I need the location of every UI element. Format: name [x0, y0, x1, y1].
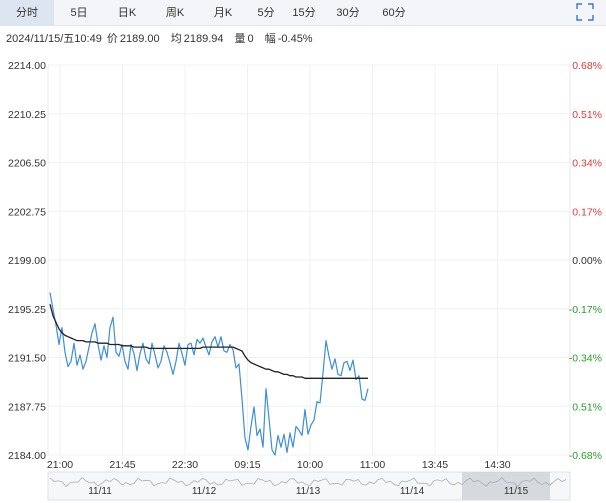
time-axis-label: 10:00	[297, 459, 323, 471]
price-value: 2189.00	[119, 33, 160, 45]
time-axis-label: 21:45	[109, 459, 135, 471]
overview-date-label: 11/11	[88, 486, 112, 497]
tab-30-min[interactable]: 30分	[336, 7, 360, 19]
price-axis-label: 2210.25	[8, 109, 46, 121]
percent-axis-label: -0.68%	[569, 450, 602, 462]
price-label: 价	[106, 33, 118, 45]
overview-date-label: 11/12	[192, 486, 217, 497]
percent-axis-label: -0.34%	[569, 353, 602, 365]
tab-monthly-k[interactable]: 月K	[213, 7, 233, 19]
overview-selection-window	[462, 472, 550, 500]
tab-5-day[interactable]: 5日	[70, 7, 88, 19]
price-axis-label: 2206.50	[8, 158, 46, 170]
tab-daily-k[interactable]: 日K	[117, 7, 137, 19]
price-axis-label: 2187.75	[8, 401, 46, 413]
time-axis-label: 14:30	[484, 459, 510, 471]
price-axis-label: 2184.00	[8, 450, 46, 462]
volume-value: 0	[247, 33, 254, 45]
overview-date-label: 11/13	[296, 486, 321, 497]
tab-5-min[interactable]: 5分	[257, 7, 275, 19]
time-axis-label: 13:45	[422, 459, 448, 471]
period-tab-bar: 分时 5日 日K 周K 月K 5分 15分 30分 60分	[0, 0, 606, 26]
percent-axis-label: 0.00%	[572, 255, 602, 267]
change-label: 幅	[264, 33, 276, 45]
price-axis-label: 2191.50	[8, 353, 46, 365]
percent-axis-label: 0.17%	[572, 206, 602, 218]
percent-axis-label: 0.51%	[572, 401, 602, 413]
percent-axis-label: -0.17%	[569, 304, 602, 316]
tab-intraday[interactable]: 分时	[0, 0, 54, 26]
intraday-chart[interactable]: 2214.00 0.68% 2210.25 0.51% 2206.50 0.34% 2202…	[0, 51, 606, 503]
overview-trend-line	[49, 477, 567, 487]
quote-datetime: 2024/11/15/五10:49	[6, 33, 102, 45]
price-line	[49, 292, 369, 456]
tab-15-min[interactable]: 15分	[292, 7, 316, 19]
percent-axis-label: 0.68%	[572, 60, 602, 72]
fullscreen-icon[interactable]	[576, 3, 594, 21]
avg-label: 均	[170, 33, 182, 45]
time-axis-label: 11:00	[360, 459, 386, 471]
time-axis-label: 09:15	[234, 459, 260, 471]
overview-date-label: 11/14	[400, 486, 425, 497]
percent-axis-label: 0.51%	[572, 109, 602, 121]
change-value: -0.45%	[277, 33, 313, 45]
price-axis-label: 2195.25	[8, 304, 46, 316]
overview-date-label: 11/15	[504, 486, 529, 497]
tab-60-min[interactable]: 60分	[382, 7, 406, 19]
time-axis-label: 21:00	[47, 459, 73, 471]
avg-value: 2189.94	[183, 33, 224, 45]
price-axis-label: 2202.75	[8, 206, 46, 218]
time-axis-label: 22:30	[172, 459, 198, 471]
percent-axis-label: 0.34%	[572, 158, 602, 170]
price-axis-label: 2199.00	[8, 255, 46, 267]
average-line	[49, 304, 368, 379]
tab-weekly-k[interactable]: 周K	[165, 7, 185, 19]
price-axis-label: 2214.00	[8, 60, 46, 72]
volume-label: 量	[234, 33, 246, 45]
